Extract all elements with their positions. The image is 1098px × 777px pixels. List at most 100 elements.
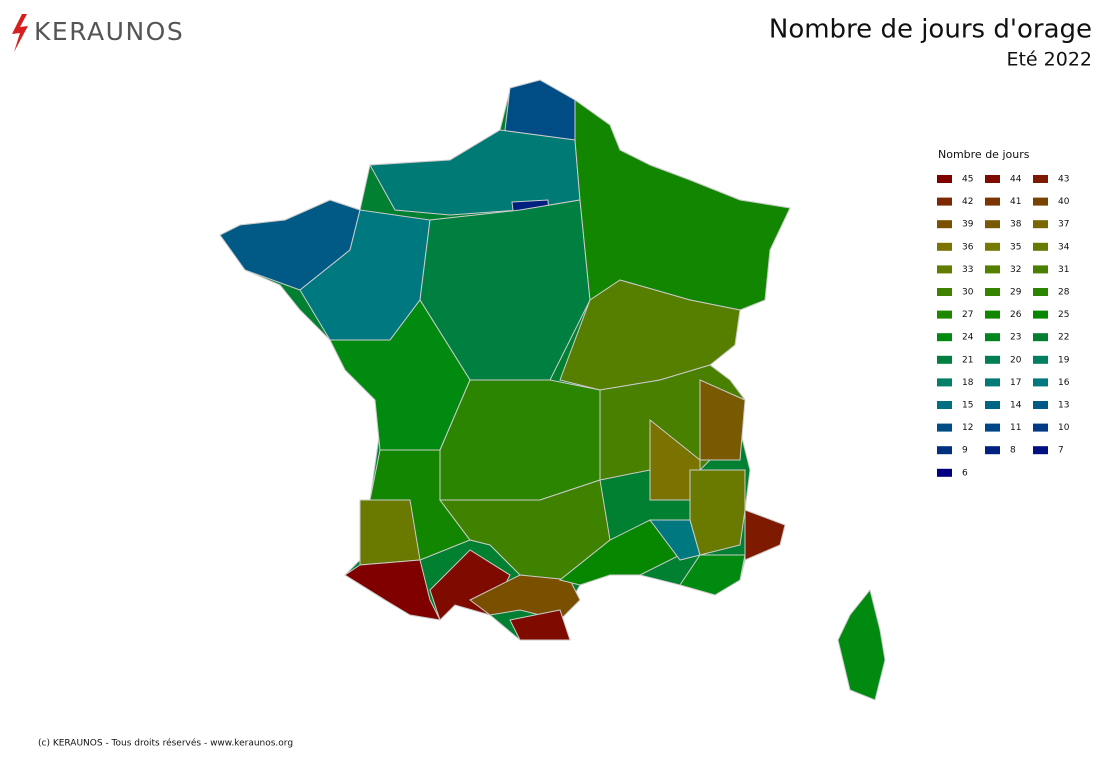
legend-swatch (1033, 220, 1048, 229)
legend-label: 19 (1058, 355, 1070, 365)
legend-label: 40 (1058, 197, 1070, 207)
legend-label: 45 (962, 175, 973, 185)
legend-label: 6 (962, 468, 968, 478)
region (469, 574, 581, 621)
legend-swatch (937, 446, 952, 455)
legend-label: 16 (1058, 378, 1070, 388)
legend-swatch (937, 401, 952, 409)
legend-label: 13 (1058, 401, 1069, 411)
legend-swatch (1033, 288, 1048, 296)
legend-swatch (937, 197, 952, 206)
legend-swatch (985, 220, 1000, 229)
legend-label: 31 (1058, 265, 1069, 275)
legend-swatch (985, 242, 1000, 251)
legend-swatch (937, 310, 952, 319)
legend-swatch (1033, 175, 1048, 183)
region (559, 279, 741, 391)
region (837, 588, 886, 701)
legend-swatch (985, 265, 1000, 274)
region (558, 519, 681, 586)
legend-swatch (937, 175, 952, 183)
legend-label: 26 (1010, 310, 1022, 320)
legend-swatch (985, 446, 1000, 455)
legend-label: 30 (962, 288, 974, 298)
region (359, 499, 421, 566)
legend-label: 36 (962, 242, 974, 252)
legend-swatch (1033, 265, 1048, 274)
region (744, 509, 786, 561)
legend-swatch (985, 378, 1000, 387)
subtitle: Eté 2022 (1006, 49, 1092, 71)
legend-label: 25 (1058, 310, 1069, 320)
legend-label: 32 (1010, 265, 1021, 275)
legend-title: Nombre de jours (938, 148, 1030, 161)
legend-label: 7 (1058, 446, 1064, 456)
legend-swatch (937, 288, 952, 296)
legend-swatch (1033, 197, 1048, 206)
legend-swatch (1033, 401, 1048, 409)
legend-label: 15 (962, 401, 973, 411)
legend-swatch (985, 175, 1000, 183)
logo: KERAUNOS (34, 17, 184, 46)
legend-label: 39 (962, 220, 974, 230)
legend: 45 44 43 42 41 40 39 38 37 36 35 34 33 32 31 30 29 28 27 26… (937, 175, 1070, 478)
logo-bolt (12, 14, 28, 52)
region (344, 559, 441, 621)
legend-label: 43 (1058, 175, 1069, 185)
legend-swatch (985, 288, 1000, 296)
legend-swatch (1033, 333, 1048, 342)
legend-swatch (985, 197, 1000, 206)
legend-label: 8 (1010, 446, 1016, 456)
legend-label: 35 (1010, 242, 1021, 252)
legend-label: 22 (1058, 333, 1069, 343)
footer: (c) KERAUNOS - Tous droits réservés - ww… (38, 738, 293, 749)
legend-label: 29 (1010, 288, 1022, 298)
legend-label: 24 (962, 333, 974, 343)
legend-label: 42 (962, 197, 973, 207)
legend-swatch (937, 333, 952, 342)
region (439, 379, 601, 501)
legend-label: 28 (1058, 288, 1070, 298)
legend-label: 33 (962, 265, 973, 275)
region (679, 554, 746, 596)
legend-swatch (985, 423, 1000, 432)
legend-label: 12 (962, 423, 973, 433)
legend-swatch (1033, 242, 1048, 251)
legend-label: 14 (1010, 401, 1022, 411)
legend-swatch (937, 355, 952, 364)
legend-label: 18 (962, 378, 974, 388)
legend-swatch (937, 265, 952, 274)
legend-swatch (937, 242, 952, 251)
region (689, 469, 746, 556)
legend-label: 37 (1058, 220, 1069, 230)
legend-label: 38 (1010, 220, 1022, 230)
legend-label: 10 (1058, 423, 1070, 433)
legend-swatch (937, 378, 952, 387)
legend-swatch (985, 401, 1000, 409)
title: Nombre de jours d'orage (769, 15, 1092, 45)
legend-swatch (937, 220, 952, 229)
legend-label: 20 (1010, 355, 1022, 365)
legend-swatch (1033, 310, 1048, 319)
legend-label: 44 (1010, 175, 1022, 185)
legend-swatch (985, 333, 1000, 342)
legend-swatch (1033, 446, 1048, 455)
legend-swatch (1033, 378, 1048, 387)
legend-label: 17 (1010, 378, 1021, 388)
legend-swatch (985, 355, 1000, 364)
legend-label: 11 (1010, 423, 1021, 433)
legend-swatch (1033, 355, 1048, 364)
legend-label: 21 (962, 355, 973, 365)
legend-swatch (985, 310, 1000, 319)
legend-swatch (1033, 423, 1048, 432)
legend-swatch (937, 423, 952, 432)
region (509, 609, 571, 641)
legend-label: 41 (1010, 197, 1021, 207)
map (219, 79, 886, 701)
region (574, 99, 791, 311)
legend-swatch (937, 468, 952, 477)
legend-label: 9 (962, 446, 968, 456)
legend-label: 27 (962, 310, 973, 320)
legend-label: 34 (1058, 242, 1070, 252)
